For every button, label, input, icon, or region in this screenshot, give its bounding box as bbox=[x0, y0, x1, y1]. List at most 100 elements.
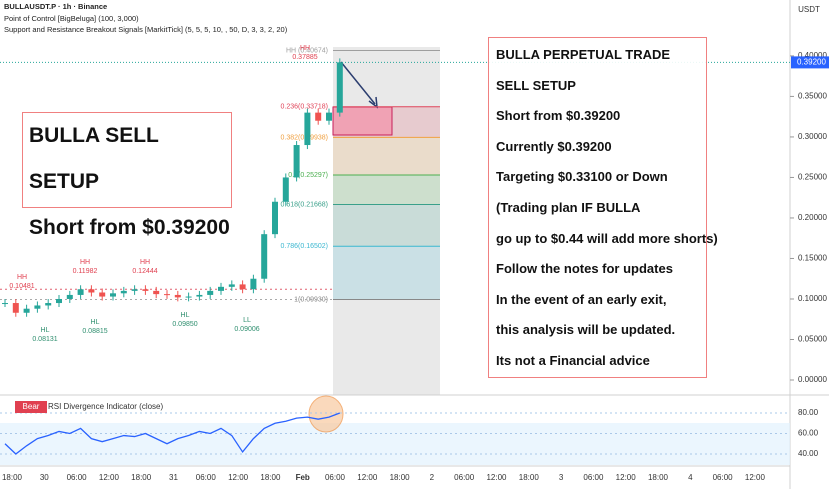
x-tick-label: 12:00 bbox=[745, 473, 766, 482]
candle bbox=[23, 308, 30, 313]
right-note: BULLA PERPETUAL TRADE SELL SETUP Short fro… bbox=[488, 37, 718, 378]
candle bbox=[120, 290, 127, 294]
candle bbox=[56, 298, 62, 304]
candle bbox=[12, 303, 19, 313]
candle bbox=[218, 286, 224, 291]
y-tick-label: 0.20000 bbox=[798, 213, 827, 222]
indicator: Support and Resistance Breakout Signals … bbox=[4, 25, 288, 34]
swing-tag: HH bbox=[17, 274, 27, 281]
x-tick-label: 06:00 bbox=[583, 473, 604, 482]
fib-zone bbox=[333, 137, 440, 176]
candle bbox=[250, 278, 257, 290]
fib-zone bbox=[333, 246, 440, 300]
swing-tag: LL bbox=[243, 317, 251, 324]
y-tick-label: 0.30000 bbox=[798, 132, 827, 141]
swing-price: 0.09850 bbox=[172, 321, 197, 328]
x-tick-label: 12:00 bbox=[616, 473, 637, 482]
fib-zone bbox=[333, 106, 440, 138]
fib-zone bbox=[333, 204, 440, 247]
candle bbox=[77, 289, 84, 295]
x-tick-label: 31 bbox=[169, 473, 178, 482]
price-tag-label: 0.39200 bbox=[797, 57, 826, 66]
x-tick-label: 06:00 bbox=[67, 473, 88, 482]
swing-price: 0.08131 bbox=[32, 336, 57, 343]
note-line: Short from $0.39200 bbox=[496, 108, 621, 124]
x-tick-label: 12:00 bbox=[486, 473, 507, 482]
x-tick-label: 18:00 bbox=[390, 473, 411, 482]
swing-tag: HH bbox=[300, 45, 310, 52]
candle bbox=[228, 284, 235, 287]
fib-label: 0.786(0.16502) bbox=[281, 243, 328, 250]
x-tick-label: 3 bbox=[559, 473, 564, 482]
note-line: Its not a Financial advice bbox=[496, 352, 650, 368]
candle bbox=[110, 293, 116, 297]
swing-tag: HL bbox=[41, 327, 50, 334]
symbol: BULLAUSDT.P · 1h · Binance bbox=[4, 2, 108, 11]
y-tick-label: 0.15000 bbox=[798, 254, 827, 263]
swing-price: 0.09006 bbox=[234, 326, 259, 333]
candle bbox=[282, 177, 289, 202]
candle bbox=[272, 201, 278, 235]
fib-label: HH (0.40674) bbox=[286, 47, 328, 54]
candle bbox=[185, 296, 192, 298]
candle bbox=[326, 112, 332, 121]
note-line: SELL SETUP bbox=[496, 77, 576, 93]
x-tick-label: 30 bbox=[40, 473, 49, 482]
x-tick-label: 12:00 bbox=[99, 473, 120, 482]
rsi-tick-label: 80.00 bbox=[798, 408, 819, 417]
swing-price: 0.37885 bbox=[292, 54, 317, 61]
note-line: Currently $0.39200 bbox=[496, 138, 612, 154]
candle bbox=[304, 112, 311, 146]
candle bbox=[88, 289, 95, 293]
arrow bbox=[340, 61, 376, 105]
x-tick-label: 4 bbox=[688, 473, 693, 482]
swing-tag: HL bbox=[181, 312, 190, 319]
fib-zone bbox=[333, 175, 440, 205]
candle bbox=[261, 234, 268, 279]
rsi-title: RSI Divergence Indicator (close) bbox=[48, 402, 163, 411]
candle bbox=[207, 290, 214, 295]
fib-label: 0.618(0.21668) bbox=[281, 201, 328, 208]
note-line: Short from $0.39200 bbox=[29, 216, 230, 239]
note-line: In the event of an early exit, bbox=[496, 291, 667, 307]
x-tick-label: 06:00 bbox=[713, 473, 734, 482]
x-tick-label: Feb bbox=[296, 473, 310, 482]
rsi-tick-label: 60.00 bbox=[798, 429, 819, 438]
swing-price: 0.10481 bbox=[9, 283, 34, 290]
note-line: Targeting $0.33100 or Down bbox=[496, 169, 668, 185]
rsi-highlight bbox=[308, 395, 344, 433]
candle bbox=[153, 290, 160, 295]
candle bbox=[196, 294, 203, 297]
x-tick-label: 18:00 bbox=[260, 473, 281, 482]
x-tick-label: 18:00 bbox=[648, 473, 669, 482]
candle bbox=[34, 305, 41, 309]
note-line: this analysis will be updated. bbox=[496, 322, 676, 338]
swing-price: 0.08815 bbox=[82, 328, 107, 335]
x-tick-label: 2 bbox=[430, 473, 435, 482]
y-tick-label: 0.10000 bbox=[798, 294, 827, 303]
x-tick-label: 18:00 bbox=[519, 473, 540, 482]
note-line: go up to $0.44 will add more shorts) bbox=[496, 230, 718, 246]
y-tick-label: 0.35000 bbox=[798, 92, 827, 101]
candle bbox=[142, 289, 149, 291]
signal-label: Bear bbox=[23, 402, 40, 411]
swing-price: 0.11982 bbox=[73, 268, 98, 275]
candle bbox=[239, 284, 246, 290]
price-tag bbox=[791, 56, 829, 69]
candle bbox=[336, 62, 343, 113]
x-tick-label: 12:00 bbox=[357, 473, 378, 482]
signal-tag bbox=[15, 401, 47, 413]
price-unit: USDT bbox=[798, 5, 820, 14]
x-tick-label: 18:00 bbox=[131, 473, 152, 482]
projection-area bbox=[333, 47, 440, 395]
y-tick-label: 0.00000 bbox=[798, 375, 827, 384]
y-tick-label: 0.40000 bbox=[798, 51, 827, 60]
candle bbox=[66, 294, 73, 299]
y-tick-label: 0.05000 bbox=[798, 335, 827, 344]
x-tick-label: 06:00 bbox=[325, 473, 346, 482]
swing-price: 0.12444 bbox=[132, 268, 157, 275]
x-tick-label: 06:00 bbox=[454, 473, 475, 482]
rsi-band bbox=[0, 423, 790, 465]
candle bbox=[164, 294, 170, 296]
